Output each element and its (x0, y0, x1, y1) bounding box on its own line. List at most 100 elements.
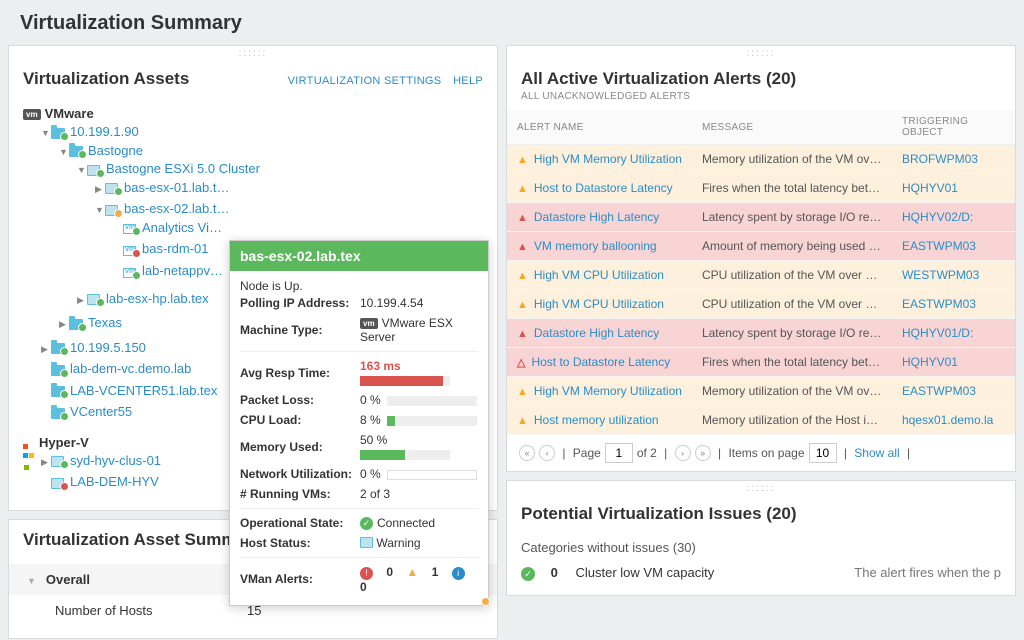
tree-node[interactable]: lab-dem-vc.demo.lab (70, 361, 191, 376)
first-page-button[interactable]: « (519, 445, 535, 461)
triggering-object-link[interactable]: HQHYV01/D: (902, 326, 973, 340)
table-row[interactable]: VM memory ballooningAmount of memory bei… (507, 232, 1015, 261)
expand-toggle[interactable]: ▶ (41, 457, 51, 468)
next-page-button[interactable]: › (675, 445, 691, 461)
triggering-object-link[interactable]: HQHYV02/D: (902, 210, 973, 224)
tooltip-label: Host Status: (240, 536, 360, 550)
ok-icon: ✓ (521, 567, 535, 581)
tree-node[interactable]: bas-esx-02.lab.t… (124, 201, 230, 216)
triggering-object-link[interactable]: EASTWPM03 (902, 239, 976, 253)
severity-icon (517, 181, 534, 195)
expand-toggle[interactable]: ▶ (59, 319, 69, 330)
tooltip-value: ✓Connected (360, 516, 478, 530)
tooltip-value: 50 % (360, 433, 478, 461)
tooltip-label: Memory Used: (240, 440, 360, 454)
drag-handle-icon[interactable]: :::::: (507, 481, 1015, 494)
tooltip-value: vmVMware ESX Server (360, 316, 478, 344)
alert-name-link[interactable]: High VM CPU Utilization (534, 268, 664, 282)
alerts-panel: :::::: All Active Virtualization Alerts … (506, 45, 1016, 472)
tree-node[interactable]: LAB-VCENTER51.lab.tex (70, 383, 217, 398)
issues-title: Potential Virtualization Issues (20) (521, 504, 797, 524)
hyperv-icon (23, 437, 35, 449)
severity-icon (517, 152, 534, 166)
table-row[interactable]: High VM Memory UtilizationMemory utiliza… (507, 377, 1015, 406)
alert-name-link[interactable]: High VM Memory Utilization (534, 384, 682, 398)
tree-node[interactable]: LAB-DEM-HYV (70, 474, 159, 489)
alert-name-link[interactable]: High VM Memory Utilization (534, 152, 682, 166)
expand-toggle[interactable]: ▶ (77, 295, 87, 306)
tree-node[interactable]: Bastogne (88, 143, 143, 158)
help-link[interactable]: HELP (453, 75, 483, 87)
alert-message: Fires when the total latency betw… (692, 348, 892, 377)
prev-page-button[interactable]: ‹ (539, 445, 555, 461)
expand-toggle[interactable]: ▼ (77, 165, 87, 175)
triggering-object-link[interactable]: EASTWPM03 (902, 297, 976, 311)
drag-handle-icon[interactable]: :::::: (507, 46, 1015, 59)
issue-row[interactable]: ✓ 0 Cluster low VM capacity The alert fi… (521, 565, 1001, 581)
page-input[interactable] (605, 443, 633, 463)
triggering-object-link[interactable]: EASTWPM03 (902, 384, 976, 398)
vmware-root[interactable]: VMware (45, 106, 94, 121)
table-row[interactable]: Host to Datastore LatencyFires when the … (507, 174, 1015, 203)
tooltip-value: 10.199.4.54 (360, 296, 478, 310)
tree-node[interactable]: lab-netappv… (142, 263, 223, 278)
tree-node[interactable]: 10.199.5.150 (70, 340, 146, 355)
table-row[interactable]: High VM Memory UtilizationMemory utiliza… (507, 145, 1015, 174)
column-header[interactable]: ALERT NAME (507, 110, 692, 145)
column-header[interactable]: TRIGGERING OBJECT (892, 110, 1015, 145)
expand-toggle[interactable]: ▼ (59, 147, 69, 157)
alert-name-link[interactable]: VM memory ballooning (534, 239, 657, 253)
alert-name-link[interactable]: Host to Datastore Latency (531, 355, 670, 369)
items-per-page-input[interactable] (809, 443, 837, 463)
tooltip-value: Warning (360, 536, 478, 550)
tree-node[interactable]: lab-esx-hp.lab.tex (106, 291, 209, 306)
triggering-object-link[interactable]: HQHYV01 (902, 355, 958, 369)
tree-node[interactable]: Analytics Vi… (142, 220, 222, 235)
triggering-object-link[interactable]: BROFWPM03 (902, 152, 978, 166)
tooltip-label: Packet Loss: (240, 393, 360, 407)
tree-node[interactable]: bas-rdm-01 (142, 241, 208, 256)
alert-message: Latency spent by storage I/O req… (692, 319, 892, 348)
tooltip-value: 163 ms (360, 359, 478, 387)
tree-node[interactable]: bas-esx-01.lab.t… (124, 180, 230, 195)
table-row[interactable]: Datastore High Latency Latency spent by s… (507, 319, 1015, 348)
tooltip-label: VMan Alerts: (240, 572, 360, 586)
expand-toggle[interactable]: ▼ (95, 205, 105, 215)
drag-handle-icon[interactable]: :::::: (9, 46, 497, 59)
triggering-object-link[interactable]: WESTWPM03 (902, 268, 979, 282)
alert-name-link[interactable]: High VM CPU Utilization (534, 297, 664, 311)
expand-toggle[interactable]: ▼ (41, 128, 51, 138)
tooltip-label: Operational State: (240, 516, 360, 530)
tree-node[interactable]: syd-hyv-clus-01 (70, 453, 161, 468)
table-row[interactable]: Host memory utilizationMemory utilizatio… (507, 406, 1015, 435)
info-icon: i (452, 567, 465, 580)
tree-node[interactable]: Bastogne ESXi 5.0 Cluster (106, 161, 260, 176)
tooltip-title: bas-esx-02.lab.tex (230, 241, 488, 271)
vmware-icon: vm (23, 109, 41, 120)
alert-name-link[interactable]: Host to Datastore Latency (534, 181, 673, 195)
table-row[interactable]: Datastore High LatencyLatency spent by s… (507, 203, 1015, 232)
column-header[interactable]: MESSAGE (692, 110, 892, 145)
issue-name: Cluster low VM capacity (575, 565, 714, 580)
table-row[interactable]: High VM CPU UtilizationCPU utilization o… (507, 290, 1015, 319)
last-page-button[interactable]: » (695, 445, 711, 461)
table-row[interactable]: Host to Datastore Latency Fires when the … (507, 348, 1015, 377)
hyperv-root[interactable]: Hyper-V (39, 435, 89, 450)
expand-toggle[interactable]: ▶ (95, 184, 105, 195)
issue-desc: The alert fires when the p (854, 565, 1001, 580)
tree-node[interactable]: Texas (88, 315, 122, 330)
tree-node[interactable]: 10.199.1.90 (70, 124, 139, 139)
tooltip-label: CPU Load: (240, 413, 360, 427)
alert-name-link[interactable]: Datastore High Latency (534, 210, 659, 224)
severity-icon (517, 384, 534, 398)
triggering-object-link[interactable]: HQHYV01 (902, 181, 958, 195)
alert-name-link[interactable]: Host memory utilization (534, 413, 659, 427)
expand-toggle[interactable]: ▶ (41, 344, 51, 355)
show-all-link[interactable]: Show all (854, 446, 899, 460)
assets-panel: :::::: Virtualization Assets VIRTUALIZAT… (8, 45, 498, 511)
alert-name-link[interactable]: Datastore High Latency (534, 326, 659, 340)
triggering-object-link[interactable]: hqesx01.demo.la (902, 413, 993, 427)
virtualization-settings-link[interactable]: VIRTUALIZATION SETTINGS (288, 75, 442, 87)
table-row[interactable]: High VM CPU UtilizationCPU utilization o… (507, 261, 1015, 290)
tree-node[interactable]: VCenter55 (70, 404, 132, 419)
